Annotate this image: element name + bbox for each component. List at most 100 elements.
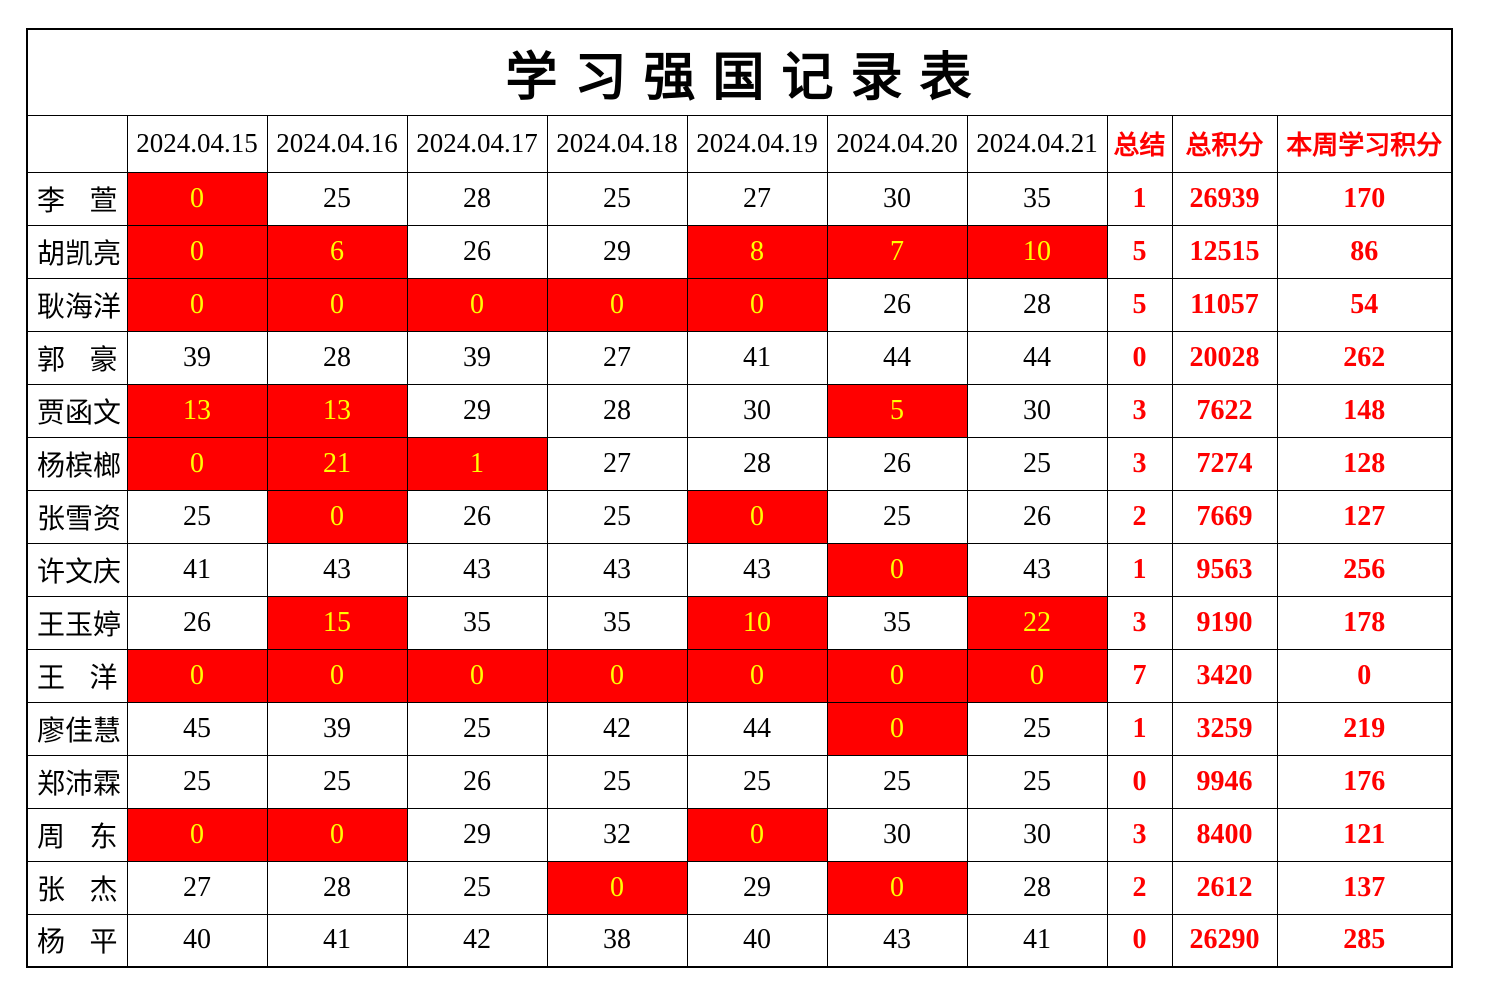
total-points-cell: 9563 (1171, 542, 1278, 597)
day-score-cell-highlighted: 10 (686, 595, 828, 650)
day-score-cell: 26 (966, 489, 1108, 544)
day-score-cell: 28 (546, 383, 688, 438)
day-score-cell: 43 (686, 542, 828, 597)
day-score-cell: 25 (126, 754, 268, 809)
total-points-cell: 8400 (1171, 807, 1278, 862)
day-score-cell: 29 (406, 383, 548, 438)
day-score-cell-highlighted: 6 (266, 224, 408, 279)
summary-count-cell: 2 (1106, 860, 1173, 915)
total-points-cell: 26939 (1171, 171, 1278, 226)
table-row: 王玉婷 26 15 35 35 10 35 22 3 9190 178 (26, 595, 1453, 650)
student-name: 张雪资 (26, 489, 128, 544)
student-name: 耿海洋 (26, 277, 128, 332)
day-score-cell-highlighted: 0 (826, 542, 968, 597)
day-score-cell-highlighted: 0 (266, 807, 408, 862)
day-score-cell: 43 (546, 542, 688, 597)
day-score-cell: 29 (406, 807, 548, 862)
day-score-cell-highlighted: 0 (126, 436, 268, 491)
summary-count-cell: 3 (1106, 383, 1173, 438)
day-score-cell-highlighted: 0 (546, 860, 688, 915)
day-score-cell-highlighted: 0 (966, 648, 1108, 703)
summary-count-cell: 0 (1106, 913, 1173, 968)
day-score-cell-highlighted: 0 (546, 648, 688, 703)
day-score-cell: 38 (546, 913, 688, 968)
day-score-cell: 40 (126, 913, 268, 968)
student-name: 王玉婷 (26, 595, 128, 650)
day-score-cell: 27 (546, 436, 688, 491)
day-score-cell: 41 (686, 330, 828, 385)
day-score-cell: 25 (826, 754, 968, 809)
day-score-cell-highlighted: 0 (126, 277, 268, 332)
date-column-header: 2024.04.20 (826, 114, 968, 173)
day-score-cell: 25 (546, 754, 688, 809)
day-score-cell: 26 (126, 595, 268, 650)
day-score-cell: 43 (266, 542, 408, 597)
day-score-cell: 25 (266, 754, 408, 809)
day-score-cell-highlighted: 0 (126, 224, 268, 279)
table-row: 郑沛霖 25 25 26 25 25 25 25 0 9946 176 (26, 754, 1453, 809)
week-points-cell: 54 (1276, 277, 1453, 332)
day-score-cell: 27 (126, 860, 268, 915)
total-points-cell: 9190 (1171, 595, 1278, 650)
table-row: 周东 0 0 29 32 0 30 30 3 8400 121 (26, 807, 1453, 862)
day-score-cell: 25 (546, 489, 688, 544)
day-score-cell-highlighted: 22 (966, 595, 1108, 650)
table-row: 耿海洋 0 0 0 0 0 26 28 5 11057 54 (26, 277, 1453, 332)
week-points-cell: 128 (1276, 436, 1453, 491)
day-score-cell-highlighted: 8 (686, 224, 828, 279)
summary-count-cell: 0 (1106, 754, 1173, 809)
day-score-cell-highlighted: 0 (826, 648, 968, 703)
day-score-cell: 25 (546, 171, 688, 226)
day-score-cell-highlighted: 21 (266, 436, 408, 491)
day-score-cell: 25 (406, 860, 548, 915)
table-body: 李萱 0 25 28 25 27 30 35 1 26939 170 胡凯亮 0 6 26 29 8 7 10 5 12… (26, 171, 1453, 968)
day-score-cell-highlighted: 0 (266, 489, 408, 544)
day-score-cell: 29 (686, 860, 828, 915)
day-score-cell: 28 (686, 436, 828, 491)
date-column-header: 2024.04.16 (266, 114, 408, 173)
day-score-cell-highlighted: 0 (826, 860, 968, 915)
total-points-cell: 7669 (1171, 489, 1278, 544)
day-score-cell: 41 (126, 542, 268, 597)
summary-count-cell: 5 (1106, 224, 1173, 279)
day-score-cell: 25 (966, 436, 1108, 491)
total-points-cell: 3259 (1171, 701, 1278, 756)
day-score-cell: 35 (406, 595, 548, 650)
summary-count-cell: 7 (1106, 648, 1173, 703)
week-points-cell: 219 (1276, 701, 1453, 756)
page-title: 学 习 强 国 记 录 表 (26, 28, 1453, 116)
day-score-cell: 35 (546, 595, 688, 650)
day-score-cell: 30 (966, 383, 1108, 438)
day-score-cell: 26 (826, 277, 968, 332)
day-score-cell: 25 (126, 489, 268, 544)
date-column-header: 2024.04.21 (966, 114, 1108, 173)
day-score-cell-highlighted: 0 (546, 277, 688, 332)
week-points-cell: 170 (1276, 171, 1453, 226)
summary-count-cell: 5 (1106, 277, 1173, 332)
day-score-cell: 28 (406, 171, 548, 226)
day-score-cell: 35 (966, 171, 1108, 226)
table-row: 王洋 0 0 0 0 0 0 0 7 3420 0 (26, 648, 1453, 703)
day-score-cell-highlighted: 15 (266, 595, 408, 650)
date-column-header: 2024.04.15 (126, 114, 268, 173)
total-points-column-header: 总积分 (1171, 114, 1278, 173)
day-score-cell-highlighted: 0 (266, 277, 408, 332)
table-row: 廖佳慧 45 39 25 42 44 0 25 1 3259 219 (26, 701, 1453, 756)
student-name: 廖佳慧 (26, 701, 128, 756)
day-score-cell: 39 (406, 330, 548, 385)
summary-count-cell: 0 (1106, 330, 1173, 385)
day-score-cell-highlighted: 0 (826, 701, 968, 756)
student-name: 许文庆 (26, 542, 128, 597)
day-score-cell: 28 (966, 277, 1108, 332)
table-row: 贾函文 13 13 29 28 30 5 30 3 7622 148 (26, 383, 1453, 438)
day-score-cell: 42 (546, 701, 688, 756)
total-points-cell: 9946 (1171, 754, 1278, 809)
student-name: 胡凯亮 (26, 224, 128, 279)
day-score-cell: 26 (406, 754, 548, 809)
day-score-cell: 30 (966, 807, 1108, 862)
day-score-cell: 32 (546, 807, 688, 862)
day-score-cell-highlighted: 0 (406, 648, 548, 703)
student-name: 郭豪 (26, 330, 128, 385)
summary-count-cell: 2 (1106, 489, 1173, 544)
